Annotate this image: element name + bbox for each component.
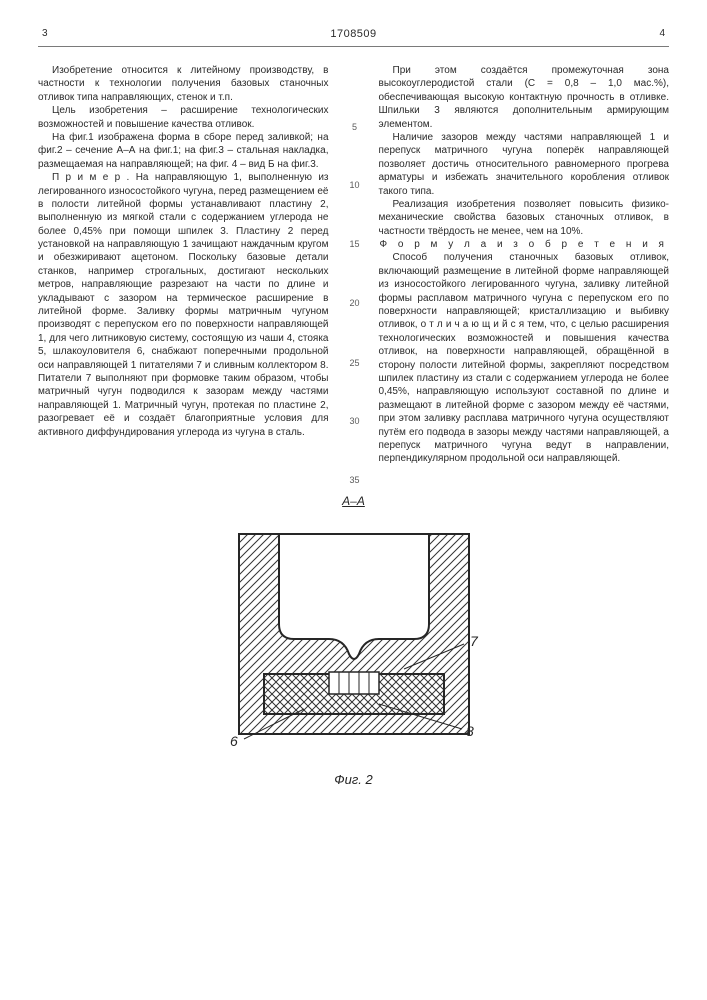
right-paragraph: Реализация изобретения позволяет повысит… <box>379 198 670 238</box>
page-number-left: 3 <box>42 28 48 39</box>
header-rule <box>38 46 669 47</box>
figure-block: А–А 7 <box>38 492 669 787</box>
line-number-gutter: 5 10 15 20 25 30 35 <box>343 64 365 466</box>
left-paragraph: На фиг.1 изображена форма в сборе перед … <box>38 131 329 171</box>
formula-heading: Ф о р м у л а и з о б р е т е н и я <box>379 238 670 251</box>
figure-caption: Фиг. 2 <box>38 772 669 787</box>
page-number-right: 4 <box>659 28 665 39</box>
column-right: При этом создаётся промежуточная зона вы… <box>379 64 670 466</box>
text-columns: Изобретение относится к литейному произв… <box>38 64 669 466</box>
line-number: 35 <box>347 475 363 485</box>
left-paragraph: Цель изобретения – расширение технологич… <box>38 104 329 131</box>
line-number: 20 <box>347 298 363 308</box>
right-paragraph: При этом создаётся промежуточная зона вы… <box>379 64 670 131</box>
line-number: 15 <box>347 239 363 249</box>
column-left: Изобретение относится к литейному произв… <box>38 64 329 466</box>
line-number: 30 <box>347 416 363 426</box>
right-paragraph: Наличие зазоров между частями направляющ… <box>379 131 670 198</box>
left-paragraph: П р и м е р . На направляющую 1, выполне… <box>38 171 329 439</box>
line-number: 10 <box>347 180 363 190</box>
line-number: 5 <box>347 122 363 132</box>
patent-page: 3 1708509 4 Изобретение относится к лите… <box>0 0 707 1000</box>
figure-callout: 6 <box>230 733 238 749</box>
figure-diagram: 7 6 8 <box>204 514 504 764</box>
line-number: 25 <box>347 358 363 368</box>
section-label: А–А <box>342 494 365 508</box>
figure-callout: 8 <box>466 723 474 739</box>
left-paragraph: Изобретение относится к литейному произв… <box>38 64 329 104</box>
figure-callout: 7 <box>470 633 479 649</box>
patent-number: 1708509 <box>330 28 376 40</box>
right-paragraph: Способ получения станочных базовых отлив… <box>379 251 670 465</box>
page-header: 3 1708509 4 <box>38 28 669 50</box>
